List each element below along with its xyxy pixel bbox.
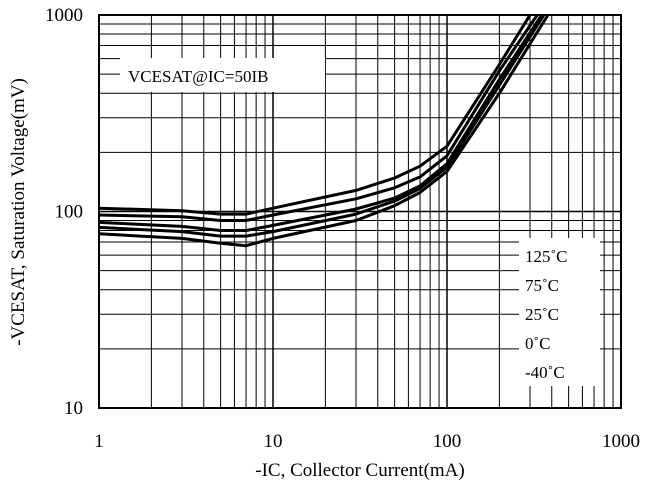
- condition-label-box: [120, 58, 325, 92]
- condition-label: VCESAT@IC=50IB: [128, 67, 268, 86]
- y-tick-label: 10: [64, 398, 83, 419]
- x-tick-label: 1000: [602, 431, 640, 452]
- x-tick-label: 10: [264, 431, 283, 452]
- series-line: [98, 14, 543, 232]
- legend-label: 75˚C: [525, 276, 559, 295]
- series-line: [98, 14, 532, 216]
- legend-label: -40˚C: [525, 363, 565, 382]
- x-tick-label: 100: [433, 431, 462, 452]
- series-line: [98, 14, 546, 238]
- y-tick-label: 100: [55, 202, 84, 223]
- x-axis-title: -IC, Collector Current(mA): [255, 460, 464, 481]
- legend-label: 25˚C: [525, 305, 559, 324]
- legend-label: 0˚C: [525, 334, 551, 353]
- plot-frame: [98, 14, 622, 409]
- tick-labels: 1 10 100 1000 10 100 1000: [45, 5, 640, 452]
- series-line: [98, 14, 550, 248]
- legend-label: 125˚C: [525, 247, 568, 266]
- y-axis-title: -VCESAT, Saturation Voltage(mV): [8, 78, 29, 346]
- legend: 125˚C 75˚C 25˚C 0˚C -40˚C: [525, 247, 568, 382]
- legend-box: [519, 238, 600, 386]
- series-layer: [98, 14, 550, 248]
- series-line: [98, 14, 539, 222]
- y-tick-label: 1000: [45, 5, 83, 26]
- x-tick-label: 1: [94, 431, 104, 452]
